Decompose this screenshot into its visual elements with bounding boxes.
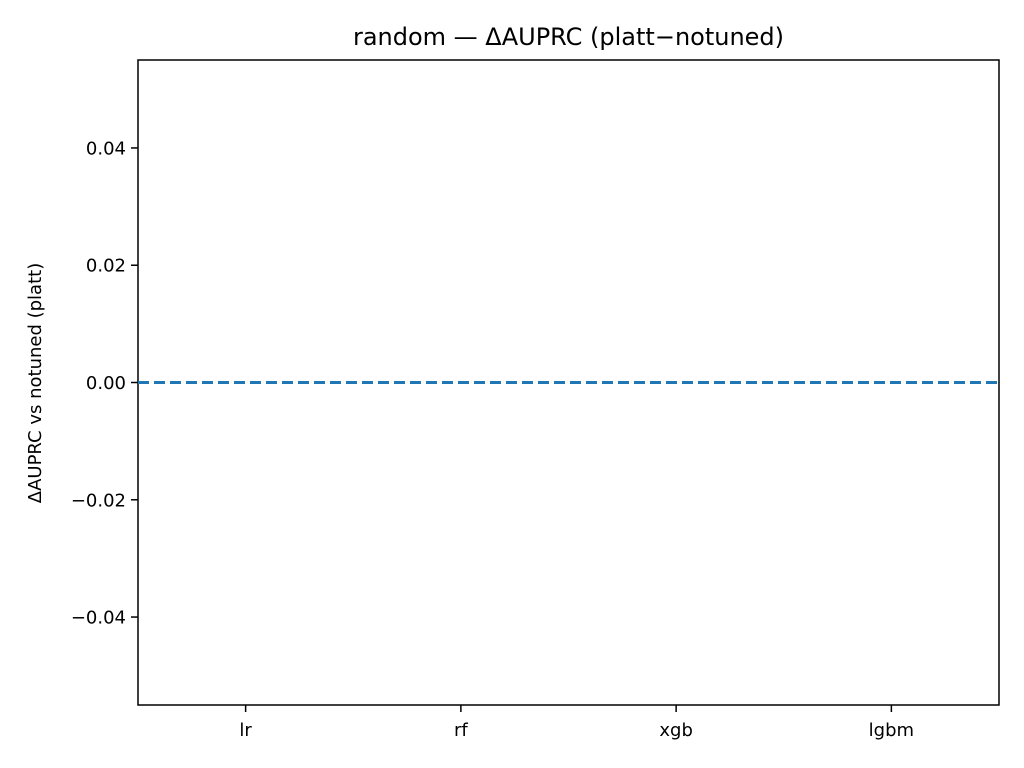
x-tick-label: lr: [239, 720, 252, 741]
y-tick-label: 0.02: [86, 256, 126, 277]
y-tick-label: 0.00: [86, 373, 126, 394]
x-tick-label: xgb: [659, 720, 693, 741]
x-tick-label: rf: [454, 720, 468, 741]
y-axis-ticks: −0.04 −0.02 0.00 0.02 0.04: [71, 138, 138, 629]
chart-title: random — ΔAUPRC (platt−notuned): [353, 23, 784, 51]
y-tick-label: −0.04: [71, 608, 126, 629]
x-tick-label: lgbm: [869, 720, 914, 741]
x-axis-ticks: lr rf xgb lgbm: [239, 705, 914, 741]
y-tick-label: 0.04: [86, 138, 126, 159]
y-axis-label: ΔAUPRC vs notuned (platt): [25, 263, 46, 503]
y-tick-label: −0.02: [71, 490, 126, 511]
